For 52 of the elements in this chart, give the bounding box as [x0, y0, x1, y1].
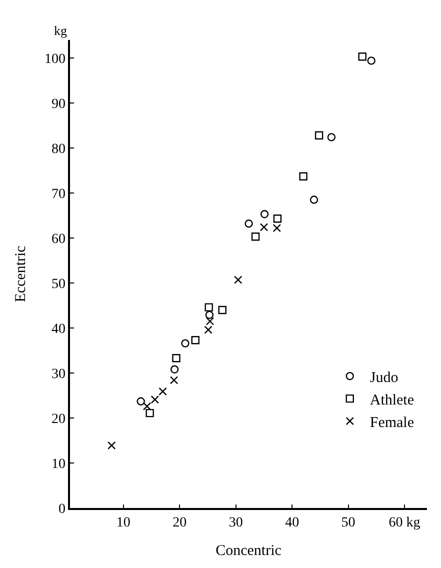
- point: [108, 441, 116, 450]
- y-tick-label: 80: [51, 142, 66, 157]
- point: [367, 56, 376, 65]
- point: [205, 310, 214, 320]
- x-tick-label: 20: [172, 516, 187, 531]
- point: [142, 402, 152, 410]
- legend-label: Female: [370, 414, 414, 431]
- y-tick-label: 100: [44, 52, 66, 67]
- point: [204, 303, 213, 312]
- point: [172, 354, 180, 362]
- point: [170, 376, 178, 384]
- legend-label: Judo: [370, 370, 398, 386]
- point: [251, 232, 260, 241]
- legend-label: Athlete: [370, 392, 414, 408]
- point: [218, 306, 226, 314]
- y-tick-label: 70: [51, 186, 66, 202]
- x-tick-label: 10: [116, 516, 130, 531]
- x-tick-label: 30: [228, 516, 243, 531]
- point: [150, 395, 159, 404]
- point: [260, 223, 268, 232]
- y-tick-label: 0: [58, 502, 66, 517]
- point: [191, 336, 200, 344]
- point: [146, 408, 154, 418]
- point: [206, 317, 214, 326]
- point: [358, 52, 366, 61]
- point: [181, 339, 190, 348]
- x-tick-label: 50: [341, 516, 356, 531]
- point: [310, 196, 318, 204]
- point: [234, 276, 242, 284]
- x-tick-label: 40: [285, 516, 300, 531]
- point: [272, 224, 281, 232]
- x-axis-title: Concentric: [216, 543, 282, 560]
- y-tick-label: 50: [51, 276, 66, 292]
- point: [204, 326, 212, 334]
- point: [260, 210, 269, 218]
- y-tick-label: 30: [51, 366, 66, 382]
- point: [327, 133, 336, 142]
- point: [244, 220, 253, 228]
- y-tick-label: 10: [51, 456, 66, 472]
- point: [299, 172, 308, 180]
- y-tick-label: 20: [51, 412, 66, 427]
- y-tick-label: 60: [51, 232, 66, 247]
- point: [170, 365, 179, 374]
- x-tick-label: 60 kg: [388, 516, 420, 531]
- point: [273, 214, 282, 223]
- text: kg: [54, 23, 68, 38]
- y-tick-label: 90: [51, 96, 66, 112]
- point: [158, 387, 167, 396]
- point: [136, 397, 145, 406]
- y-tick-label: 40: [51, 322, 66, 337]
- y-axis-title: Eccentric: [13, 245, 30, 302]
- point: [314, 131, 324, 140]
